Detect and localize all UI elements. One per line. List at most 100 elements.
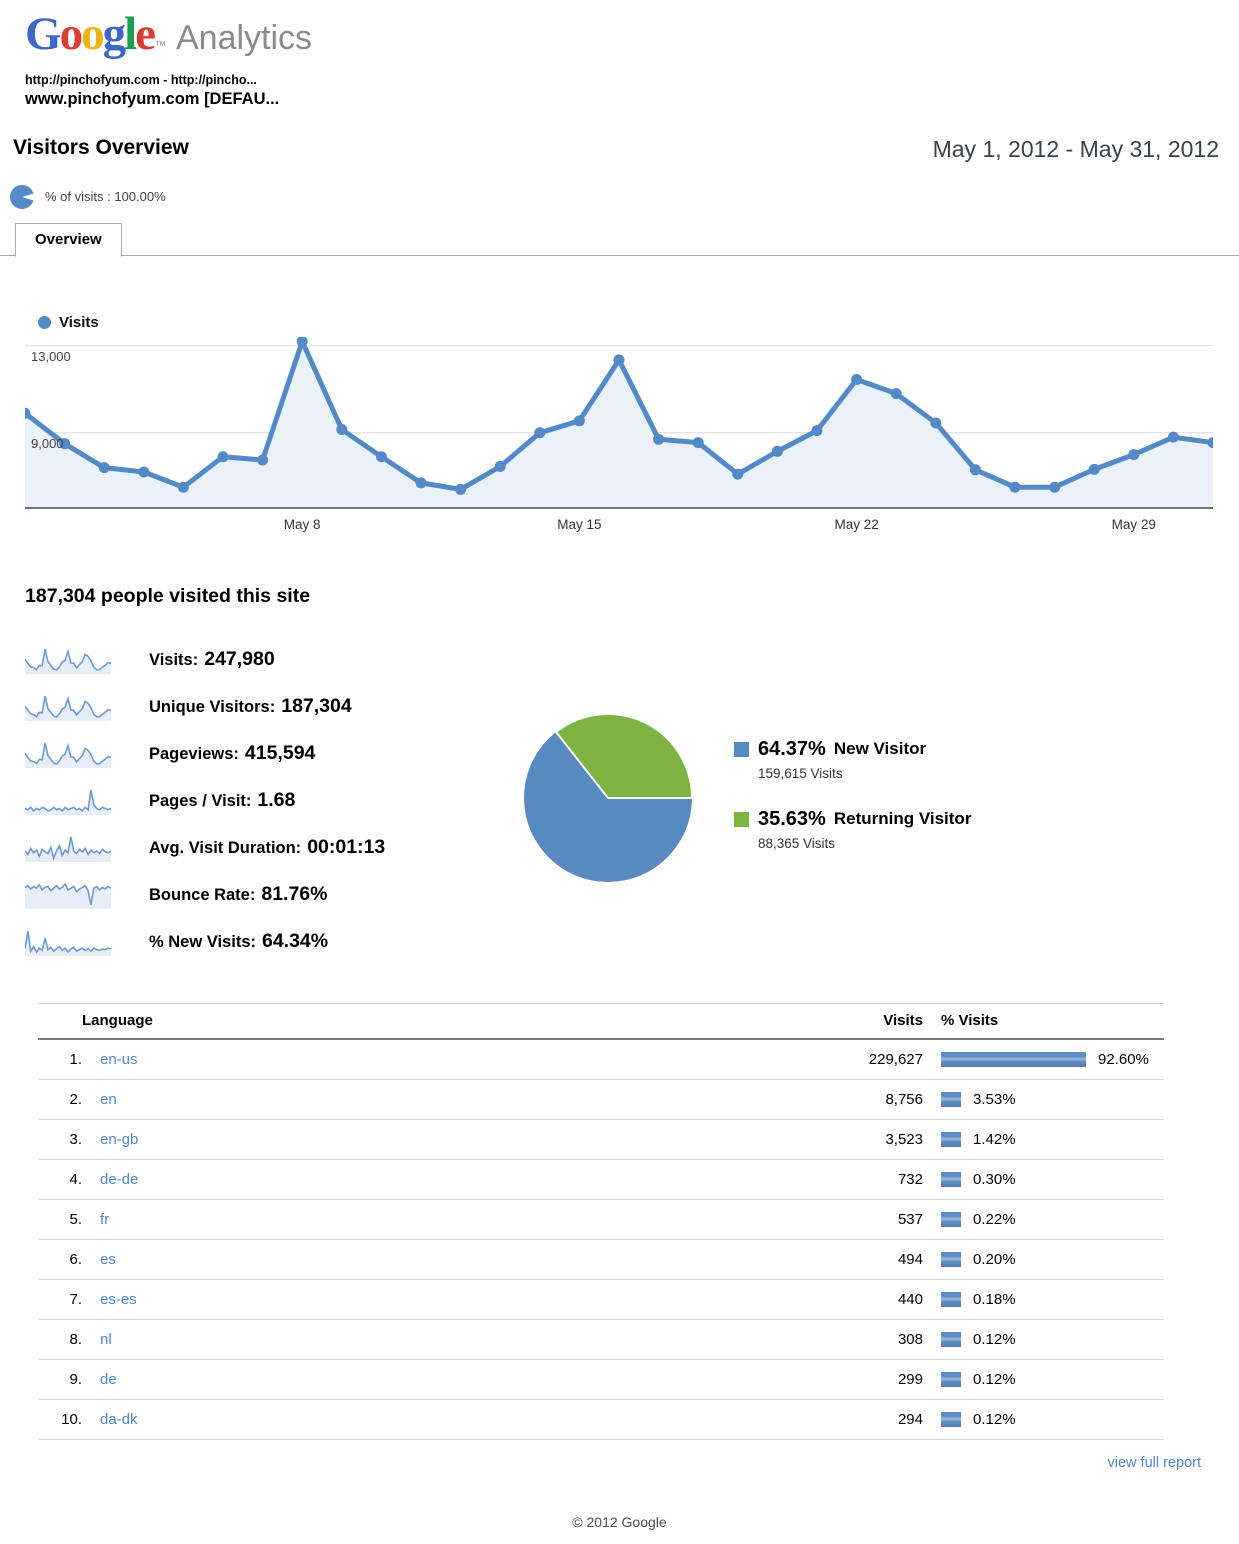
visitor-type-block: 64.37% New Visitor 159,615 Visits 35.63%… [518,708,971,957]
metric-label: Unique Visitors: [149,697,276,716]
metric-row: Unique Visitors: 187,304 [25,691,518,722]
row-pct-cell: 0.22% [941,1199,1164,1240]
legend-percent: 64.37% [758,737,826,760]
logo-letter: o [81,8,104,60]
pct-cell: 0.22% [941,1211,1164,1228]
title-row: Visitors Overview May 1, 2012 - May 31, … [13,136,1219,163]
language-link[interactable]: da-dk [100,1410,138,1428]
language-link[interactable]: en-us [100,1050,138,1068]
metric-value: 1.68 [257,788,296,811]
metric-row: Pageviews: 415,594 [25,738,518,769]
x-axis-label: May 29 [1111,516,1156,532]
metric-row: Pages / Visit: 1.68 [25,785,518,816]
visits-legend-dot [38,315,51,329]
tab-overview[interactable]: Overview [15,222,122,257]
pie-legend: 64.37% New Visitor 159,615 Visits 35.63%… [734,738,971,957]
row-pct-cell: 0.18% [941,1279,1164,1320]
metric-label: Visits: [149,650,199,669]
visitor-type-pie-chart [524,712,693,882]
metric-row: Visits: 247,980 [25,644,518,675]
language-table-row: 9. de 299 0.12% [38,1359,1164,1400]
row-rank: 2. [38,1079,82,1120]
pct-bar [941,1371,961,1387]
row-language-cell: en [82,1079,743,1120]
language-link[interactable]: en-gb [100,1130,139,1148]
pct-bar [941,1171,961,1187]
metric-row: Avg. Visit Duration: 00:01:13 [25,832,518,863]
row-language-cell: de-de [82,1159,743,1200]
pct-cell: 0.30% [941,1171,1164,1188]
language-table: Language Visits % Visits 1. en-us 229,62… [38,1002,1164,1440]
metric-sparkline [25,836,111,863]
language-table-row: 2. en 8,756 3.53% [38,1079,1164,1120]
pct-label: 0.30% [973,1170,1016,1188]
language-link[interactable]: es [100,1250,116,1268]
copyright-footer: © 2012 Google [572,1513,667,1530]
metric-sparkline [25,648,111,675]
language-table-row: 5. fr 537 0.22% [38,1199,1164,1240]
row-language-cell: en-gb [82,1119,743,1160]
row-language-cell: da-dk [82,1399,743,1440]
row-language-cell: es-es [82,1279,743,1320]
pct-bar [941,1131,961,1147]
row-visits: 294 [743,1399,941,1440]
pct-cell: 0.20% [941,1251,1164,1268]
pie-legend-entry: 35.63% Returning Visitor 88,365 Visits [734,808,971,851]
profile-name-line: www.pinchofyum.com [DEFAU... [25,89,280,108]
language-link[interactable]: en [100,1090,117,1108]
pie-legend-top: 35.63% Returning Visitor [734,808,971,831]
row-rank: 7. [38,1279,82,1320]
pct-label: 0.12% [973,1370,1016,1388]
row-rank: 4. [38,1159,82,1200]
row-visits: 299 [743,1359,941,1400]
analytics-wordmark: Analytics [176,19,313,57]
row-pct-cell: 0.30% [941,1159,1164,1200]
metric-value: 00:01:13 [307,835,386,858]
rank-column-header [38,1002,82,1040]
row-rank: 6. [38,1239,82,1280]
view-full-report-link[interactable]: view full report [1107,1454,1201,1471]
metric-label: Avg. Visit Duration: [149,838,302,857]
language-link[interactable]: es-es [100,1290,137,1308]
pct-bar [941,1211,961,1227]
language-link[interactable]: de [100,1370,117,1388]
pct-visits-column-header: % Visits [941,1002,1164,1040]
language-table-row: 1. en-us 229,627 92.60% [38,1038,1164,1080]
language-table-row: 4. de-de 732 0.30% [38,1159,1164,1200]
visits-column-header: Visits [743,1002,941,1040]
language-link[interactable]: nl [100,1330,112,1348]
logo-letter: o [59,8,83,60]
row-pct-cell: 3.53% [941,1079,1164,1120]
pct-cell: 0.12% [941,1371,1164,1388]
language-table-row: 8. nl 308 0.12% [38,1319,1164,1360]
row-visits: 3,523 [743,1119,941,1160]
pct-cell: 3.53% [941,1091,1164,1108]
language-link[interactable]: fr [100,1210,110,1228]
metric-sparkline [25,930,111,957]
google-logo: Google [25,8,156,60]
legend-swatch [734,811,749,827]
pct-bar [941,1251,961,1267]
row-rank: 5. [38,1199,82,1240]
legend-swatch [734,741,749,757]
account-info: http://pinchofyum.com - http://pincho...… [25,73,1239,109]
row-visits: 440 [743,1279,941,1320]
pct-label: 92.60% [1098,1050,1149,1068]
metric-value: 247,980 [204,647,275,670]
metric-text: Bounce Rate: 81.76% [149,883,328,906]
row-pct-cell: 1.42% [941,1119,1164,1160]
pct-label: 0.22% [973,1210,1016,1228]
row-visits: 229,627 [743,1038,941,1080]
pie-legend-top: 64.37% New Visitor [734,738,971,761]
x-axis-label: May 15 [557,516,602,532]
metric-label: Pageviews: [149,744,239,763]
metric-text: Visits: 247,980 [149,648,275,671]
pct-cell: 0.12% [941,1331,1164,1348]
pct-label: 0.12% [973,1330,1016,1348]
language-link[interactable]: de-de [100,1170,139,1188]
legend-label: New Visitor [833,739,927,759]
pct-bar [941,1331,961,1347]
logo-letter: e [135,8,156,60]
report-header: Google ™ Analytics http://pinchofyum.com … [0,0,1239,110]
